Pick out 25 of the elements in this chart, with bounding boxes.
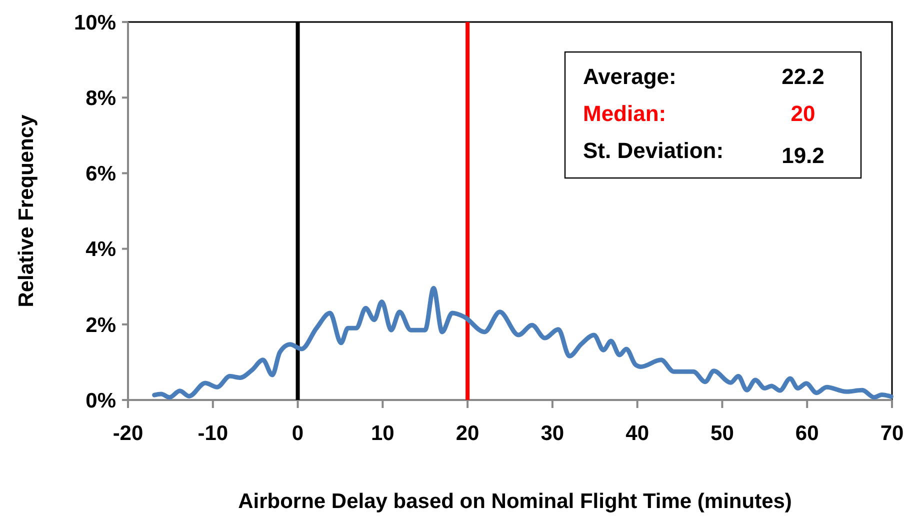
y-tick-label: 6% (86, 162, 116, 186)
line-series (152, 286, 894, 400)
annotation: 19.2 (782, 143, 824, 168)
annotation: 20 (790, 101, 816, 126)
y-tick-label: 2% (86, 314, 116, 337)
x-tick-label: -20 (112, 422, 144, 445)
y-tick-label: 8% (86, 86, 116, 110)
x-tick-label: 70 (880, 422, 904, 445)
x-tick-label: 60 (795, 422, 819, 445)
x-axis-title: Airborne Delay based on Nominal Flight Time (minutes) (238, 490, 792, 513)
x-tick-label: 20 (456, 422, 480, 445)
x-tick-label: 50 (710, 422, 734, 445)
annotation: 22.2 (782, 64, 824, 89)
y-tick-label: 4% (86, 238, 116, 262)
x-tick-label: 0 (292, 422, 304, 445)
x-tick-label: 10 (370, 422, 394, 445)
x-tick-label: 40 (626, 422, 650, 445)
annotation: St. Deviation: (583, 138, 724, 163)
x-tick-label: -10 (198, 422, 228, 445)
y-tick-label: 10% (74, 11, 116, 34)
y-axis-title: Relative Frequency (15, 114, 38, 308)
x-tick-label: 30 (540, 422, 564, 445)
y-tick-label: 0% (86, 389, 116, 412)
annotation: Average: (583, 64, 676, 89)
annotation: Median: (583, 101, 666, 126)
